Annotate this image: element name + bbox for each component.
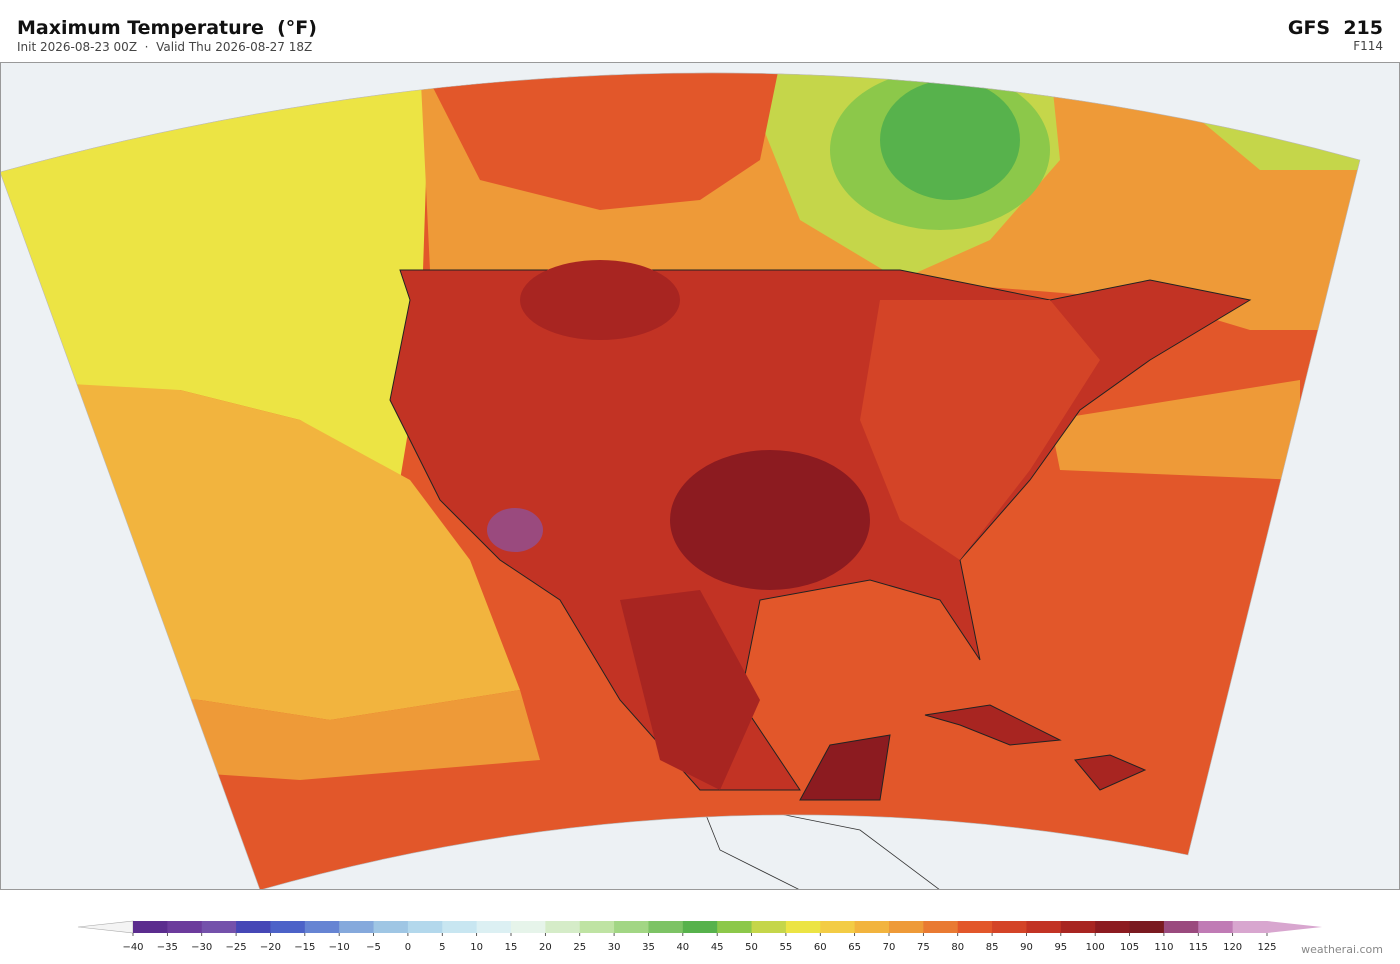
colorbar-segment: [133, 921, 168, 933]
field-extreme: [487, 508, 543, 552]
colorbar-tick-label: 110: [1154, 942, 1173, 953]
colorbar: −40 −35 −30 −25 −20 −15 −10 −5 0 5 10 15 20 25 30 35 40 4…: [77, 920, 1322, 953]
colorbar-over: [1267, 921, 1322, 933]
colorbar-segment: [511, 921, 546, 933]
colorbar-segment: [442, 921, 478, 933]
field-hot-north: [520, 260, 680, 340]
colorbar-tick-label: 5: [439, 942, 445, 953]
colorbar-tick-label: 35: [642, 942, 655, 953]
colorbar-tick-label: 105: [1120, 942, 1139, 953]
colorbar-tick-label: −5: [366, 942, 381, 953]
colorbar-segment: [889, 921, 924, 933]
colorbar-segment: [614, 921, 649, 933]
colorbar-tick-label: 120: [1223, 942, 1242, 953]
colorbar-tick-label: −35: [157, 942, 178, 953]
colorbar-segment: [1095, 921, 1131, 933]
colorbar-segment: [1026, 921, 1062, 933]
colorbar-tick-label: 125: [1257, 942, 1276, 953]
field-atlantic: [1050, 380, 1300, 480]
forecast-hour: F114: [1353, 39, 1383, 53]
colorbar-segment: [957, 921, 993, 933]
colorbar-tick-label: −25: [226, 942, 247, 953]
field-hot-core: [670, 450, 870, 590]
colorbar-tick-label: 45: [711, 942, 724, 953]
colorbar-tick-label: 95: [1054, 942, 1067, 953]
colorbar-tick-label: 80: [951, 942, 964, 953]
colorbar-tick-label: −30: [191, 942, 212, 953]
colorbar-tick-label: 115: [1189, 942, 1208, 953]
colorbar-segment: [236, 921, 271, 933]
colorbar-segment: [923, 921, 959, 933]
colorbar-tick-label: 0: [405, 942, 411, 953]
colorbar-segment: [751, 921, 787, 933]
colorbar-tick-label: 75: [917, 942, 930, 953]
cuba: [924, 704, 1062, 746]
colorbar-tick-label: 20: [539, 942, 552, 953]
colorbar-segment: [682, 921, 718, 933]
colorbar-segment: [167, 921, 203, 933]
hispaniola: [1074, 754, 1147, 791]
colorbar-tick-label: 85: [986, 942, 999, 953]
colorbar-tick-label: 100: [1086, 942, 1105, 953]
colorbar-segment: [1232, 921, 1268, 933]
field-nw-canada: [420, 72, 780, 210]
colorbar-segment: [717, 921, 753, 933]
colorbar-segment: [854, 921, 890, 933]
colorbar-segment: [201, 921, 237, 933]
field-mexico: [620, 590, 760, 790]
model: GFS 215: [1288, 17, 1383, 39]
colorbar-segment: [579, 921, 615, 933]
colorbar-segment: [373, 921, 409, 933]
colorbar-segment: [270, 921, 306, 933]
colorbar-segment: [1163, 921, 1199, 933]
colorbar-segment: [1198, 921, 1234, 933]
colorbar-segment: [407, 921, 443, 933]
colorbar-segment: [339, 921, 375, 933]
colorbar-segment: [992, 921, 1027, 933]
colorbar-tick-label: 30: [608, 942, 621, 953]
field-yellow: [0, 72, 430, 480]
subtitle: Init 2026-08-23 00Z · Valid Thu 2026-08-…: [17, 40, 312, 54]
title: Maximum Temperature (°F): [17, 17, 317, 39]
colorbar-segment: [304, 921, 340, 933]
colorbar-tick-label: 60: [814, 942, 827, 953]
colorbar-tick-label: 55: [780, 942, 793, 953]
colorbar-tick-label: −10: [329, 942, 350, 953]
colorbar-tick-label: −40: [122, 942, 143, 953]
colorbar-tick-label: 65: [848, 942, 861, 953]
colorbar-tick-label: 50: [745, 942, 758, 953]
colorbar-segment: [785, 921, 821, 933]
colorbar-tick-label: 15: [505, 942, 518, 953]
colorbar-tick-label: 70: [883, 942, 896, 953]
credit: weatherai.com: [1301, 943, 1383, 956]
colorbar-segment: [476, 921, 512, 933]
field-east-us: [860, 300, 1100, 560]
colorbar-under: [77, 920, 134, 934]
colorbar-tick-label: 40: [676, 942, 689, 953]
colorbar-segment: [820, 921, 856, 933]
field-green-dark: [880, 80, 1020, 200]
domain-edge: [0, 72, 1361, 890]
colorbar-tick-label: 90: [1020, 942, 1033, 953]
colorbar-segment: [1129, 921, 1165, 933]
colorbar-segment: [545, 921, 581, 933]
colorbar-tick-label: 25: [573, 942, 586, 953]
colorbar-segment: [1060, 921, 1096, 933]
colorbar-tick-label: −20: [260, 942, 281, 953]
colorbar-segment: [648, 921, 684, 933]
yucatan: [799, 734, 891, 801]
colorbar-tick-label: 10: [470, 942, 483, 953]
colorbar-tick-label: −15: [294, 942, 315, 953]
